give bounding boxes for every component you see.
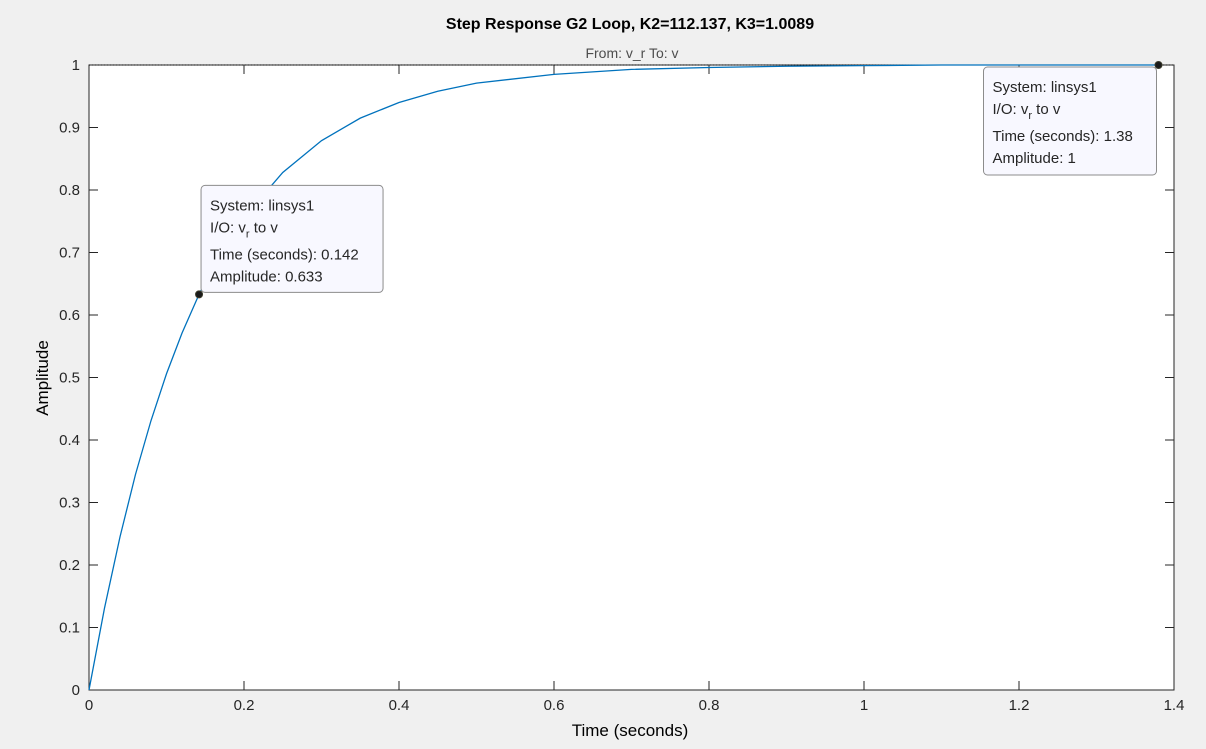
y-tick-label: 0.8: [59, 182, 80, 199]
chart-subtitle: From: v_r To: v: [585, 45, 678, 61]
datatip[interactable]: System: linsys1 I/O: vr to v Time (seconds…: [195, 184, 384, 299]
datatips-group: System: linsys1 I/O: vr to v Time (seconds…: [195, 61, 1163, 299]
datatip-box: [200, 184, 384, 293]
datatip-system: System: linsys1: [993, 79, 1097, 96]
x-tick-label: 1.2: [1009, 697, 1030, 714]
x-tick-label: 0.4: [389, 697, 410, 714]
y-tick-label: 0.7: [59, 245, 80, 262]
datatip-amplitude: Amplitude: 1: [993, 150, 1076, 167]
x-tick-label: 0: [85, 697, 93, 714]
datatip-system: System: linsys1: [210, 197, 314, 214]
y-tick-label: 0.3: [59, 495, 80, 512]
x-tick-label: 0.8: [699, 697, 720, 714]
series-group: [88, 64, 1159, 691]
y-tick-label: 0.4: [59, 432, 80, 449]
x-axis-ticks: 0 0.2 0.4 0.6 0.8 1 1.2 1.4: [85, 65, 1185, 714]
y-tick-label: 1: [72, 57, 80, 74]
y-tick-label: 0.6: [59, 307, 80, 324]
datatip-time: Time (seconds): 0.142: [210, 246, 359, 263]
x-tick-label: 0.2: [234, 697, 255, 714]
y-axis-ticks: 0 0.1 0.2 0.3 0.4 0.5 0.6 0.7 0.8 0.9 1: [59, 57, 1174, 699]
y-tick-label: 0.9: [59, 120, 80, 137]
x-axis-label: Time (seconds): [572, 721, 689, 740]
y-tick-label: 0.2: [59, 557, 80, 574]
datatip[interactable]: System: linsys1 I/O: vr to v Time (seconds…: [983, 61, 1163, 176]
datatip-marker[interactable]: [1154, 61, 1163, 69]
step-response-line[interactable]: [88, 64, 1159, 691]
datatip-time: Time (seconds): 1.38: [993, 128, 1133, 145]
datatip-io: I/O: vr to v: [993, 101, 1061, 122]
datatip-marker[interactable]: [195, 290, 204, 299]
y-tick-label: 0: [72, 682, 80, 699]
y-axis-label: Amplitude: [33, 340, 52, 416]
datatip-io: I/O: vr to v: [210, 219, 278, 240]
y-tick-label: 0.1: [59, 620, 80, 637]
chart-title: Step Response G2 Loop, K2=112.137, K3=1.…: [446, 16, 814, 33]
x-tick-label: 0.6: [544, 697, 565, 714]
y-tick-label: 0.5: [59, 370, 80, 387]
datatip-amplitude: Amplitude: 0.633: [210, 268, 323, 285]
x-tick-label: 1: [860, 697, 868, 714]
datatip-box: [983, 66, 1157, 176]
x-tick-label: 1.4: [1164, 697, 1185, 714]
